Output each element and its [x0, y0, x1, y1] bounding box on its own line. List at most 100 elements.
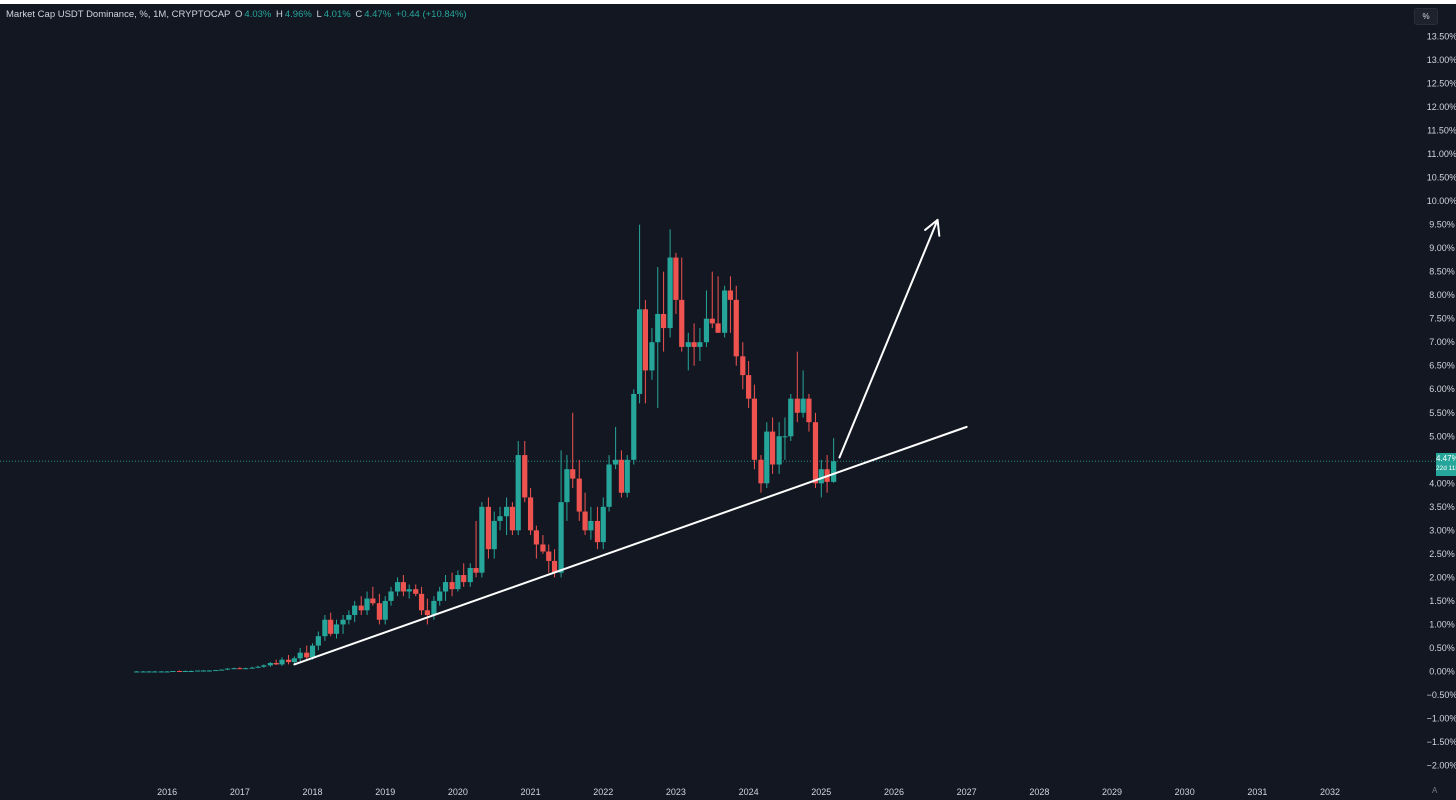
candle[interactable]	[152, 670, 158, 673]
candle[interactable]	[776, 422, 782, 474]
candle[interactable]	[740, 342, 746, 390]
candle[interactable]	[291, 656, 297, 665]
candle[interactable]	[812, 412, 819, 489]
candle[interactable]	[424, 598, 430, 625]
candle[interactable]	[703, 290, 710, 347]
candle[interactable]	[679, 257, 685, 352]
candle[interactable]	[340, 615, 346, 634]
candle[interactable]	[479, 502, 485, 578]
candle[interactable]	[685, 332, 691, 371]
candle[interactable]	[418, 586, 425, 616]
candle[interactable]	[618, 450, 625, 498]
candle[interactable]	[697, 328, 703, 362]
candle[interactable]	[364, 591, 370, 616]
candle[interactable]	[200, 670, 207, 672]
candle[interactable]	[558, 450, 564, 578]
candle[interactable]	[655, 266, 661, 409]
candle[interactable]	[467, 563, 473, 587]
candle[interactable]	[261, 664, 267, 668]
candle[interactable]	[322, 615, 328, 641]
candle[interactable]	[328, 612, 334, 637]
candle[interactable]	[370, 586, 376, 606]
candle[interactable]	[527, 488, 534, 536]
candle[interactable]	[546, 544, 552, 573]
candle[interactable]	[243, 667, 249, 670]
candle[interactable]	[188, 670, 194, 672]
candle[interactable]	[455, 570, 461, 592]
candle[interactable]	[442, 575, 449, 601]
candle[interactable]	[509, 502, 515, 536]
candle[interactable]	[352, 600, 358, 623]
candle[interactable]	[255, 665, 261, 669]
candle[interactable]	[134, 670, 140, 673]
candle[interactable]	[158, 670, 164, 673]
candle[interactable]	[164, 670, 170, 673]
candle[interactable]	[691, 323, 697, 366]
candle[interactable]	[751, 384, 758, 470]
candle[interactable]	[515, 440, 521, 536]
trendline[interactable]	[293, 425, 968, 666]
candle[interactable]	[769, 417, 776, 474]
candle[interactable]	[533, 525, 539, 559]
candle[interactable]	[219, 669, 225, 671]
candle[interactable]	[176, 670, 183, 672]
candle[interactable]	[715, 276, 721, 333]
candle[interactable]	[358, 596, 364, 616]
candle[interactable]	[746, 361, 752, 409]
candle[interactable]	[382, 596, 388, 625]
candle[interactable]	[503, 497, 510, 536]
candle[interactable]	[782, 417, 788, 460]
auto-scale-button[interactable]: A	[1432, 786, 1438, 795]
candle[interactable]	[206, 670, 212, 672]
candle[interactable]	[522, 440, 528, 503]
price-scale-unit-button[interactable]: %	[1414, 8, 1438, 25]
candle[interactable]	[733, 285, 739, 366]
candle[interactable]	[170, 670, 176, 672]
candle[interactable]	[146, 670, 152, 673]
candle[interactable]	[800, 370, 806, 418]
candle[interactable]	[213, 670, 219, 672]
candle[interactable]	[576, 459, 582, 521]
candle[interactable]	[224, 668, 231, 671]
candle[interactable]	[279, 657, 285, 666]
candle[interactable]	[333, 619, 340, 639]
candle[interactable]	[722, 285, 728, 338]
candle[interactable]	[588, 506, 594, 540]
candle[interactable]	[613, 426, 619, 470]
candle[interactable]	[285, 655, 292, 665]
candle[interactable]	[564, 455, 570, 521]
candle[interactable]	[673, 252, 679, 314]
candle[interactable]	[660, 271, 667, 352]
candle[interactable]	[195, 670, 201, 672]
candle[interactable]	[491, 511, 497, 559]
arrow-line[interactable]	[838, 218, 939, 459]
candle[interactable]	[624, 455, 630, 498]
candle[interactable]	[758, 455, 764, 493]
candle[interactable]	[140, 670, 146, 673]
candle[interactable]	[497, 506, 503, 531]
candle[interactable]	[594, 506, 601, 550]
candle[interactable]	[636, 224, 643, 404]
candle[interactable]	[709, 271, 715, 329]
candle[interactable]	[667, 229, 673, 338]
candle[interactable]	[376, 593, 382, 625]
candle[interactable]	[267, 662, 273, 667]
candle[interactable]	[794, 351, 800, 423]
candle[interactable]	[473, 520, 479, 578]
candle[interactable]	[315, 631, 321, 651]
candle[interactable]	[461, 563, 467, 587]
candle[interactable]	[394, 577, 401, 597]
candle[interactable]	[400, 575, 406, 597]
candle[interactable]	[540, 535, 546, 554]
candle[interactable]	[437, 586, 443, 606]
candle[interactable]	[388, 586, 394, 606]
candle[interactable]	[182, 670, 188, 672]
candle[interactable]	[297, 647, 303, 662]
symbol-title[interactable]: Market Cap USDT Dominance, %, 1M, CRYPTO…	[6, 9, 231, 20]
candle[interactable]	[631, 389, 637, 465]
candle[interactable]	[273, 659, 279, 665]
candle[interactable]	[449, 572, 455, 597]
candle[interactable]	[600, 497, 606, 550]
candle[interactable]	[231, 667, 237, 670]
